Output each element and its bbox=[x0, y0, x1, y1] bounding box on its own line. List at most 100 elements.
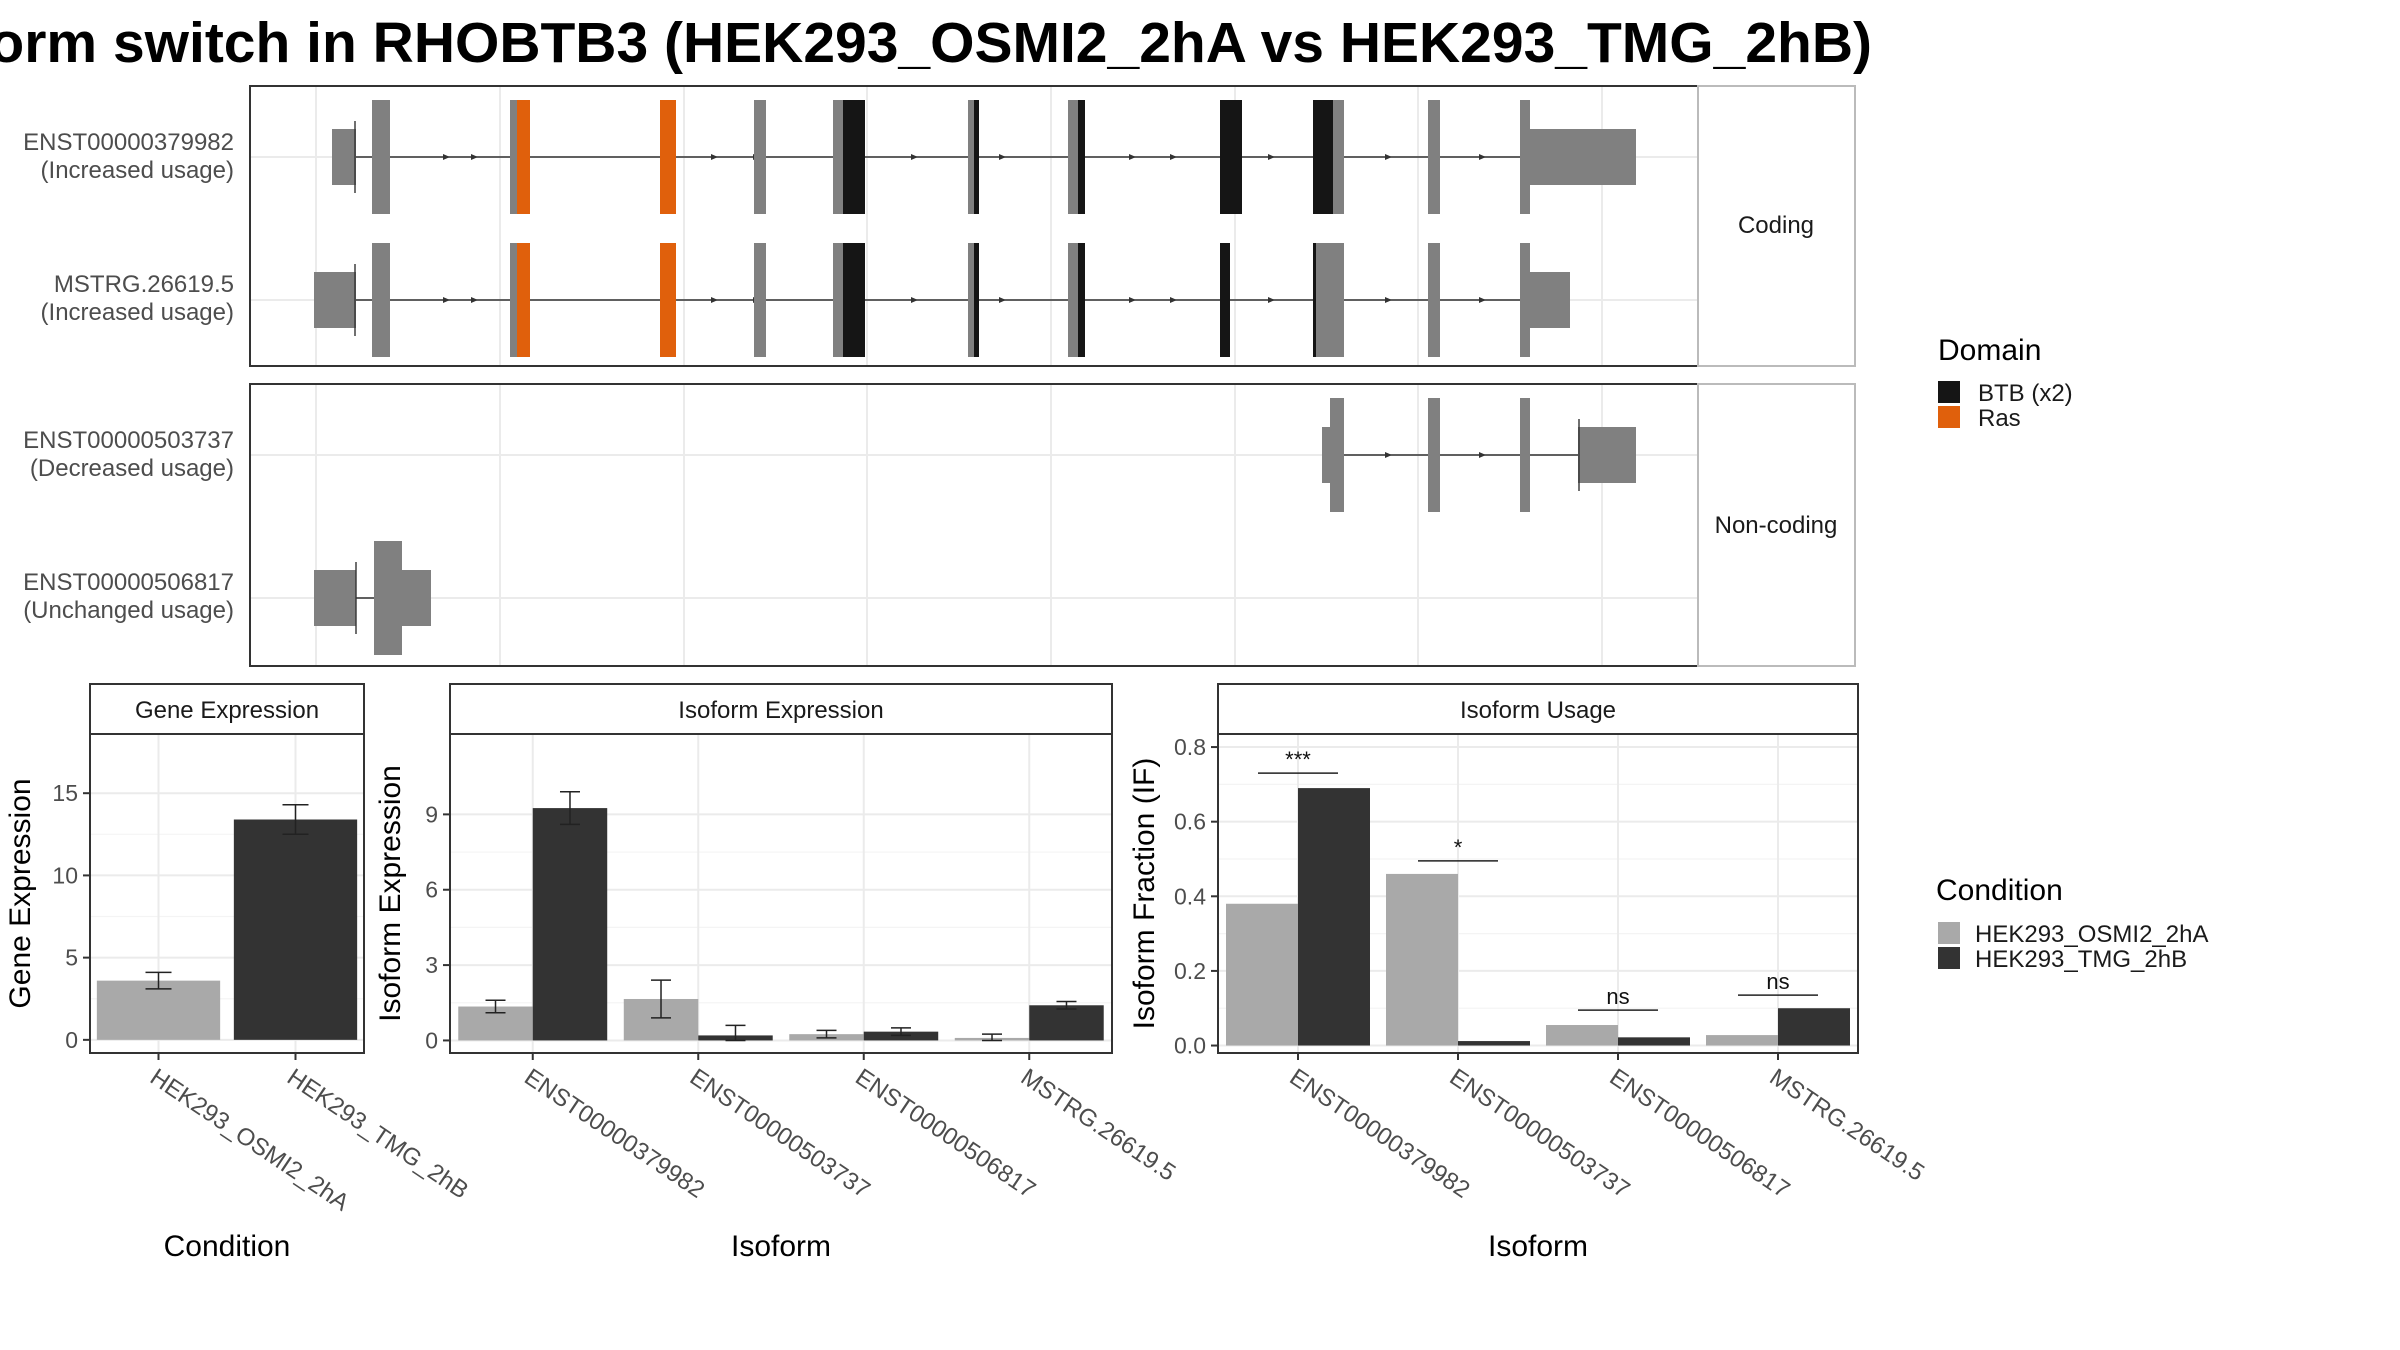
plot-title: Isoform switch in RHOBTB3 (HEK293_OSMI2_… bbox=[0, 8, 1872, 78]
bar bbox=[1226, 903, 1298, 1046]
intron-arrow bbox=[911, 297, 918, 303]
domain-legend-title: Domain bbox=[1938, 334, 2041, 367]
x-tick-label: ENST00000379982 bbox=[519, 1064, 709, 1204]
x-tick-label: MSTRG.26619.5 bbox=[1765, 1064, 1929, 1187]
transcript-label: ENST00000379982 bbox=[23, 129, 234, 156]
x-axis-label: Condition bbox=[164, 1230, 291, 1263]
plot-title-text: Isoform switch in RHOBTB3 (HEK293_OSMI2_… bbox=[0, 11, 1872, 75]
intron-arrow bbox=[443, 154, 450, 160]
bar-chart-panel: Isoform Expression 0 3 6 9 Isoform Expression… bbox=[374, 683, 1180, 1263]
exon bbox=[833, 100, 843, 214]
bar bbox=[1458, 1041, 1530, 1046]
significance-label: ns bbox=[1766, 969, 1789, 994]
facet-label-coding: Coding bbox=[1738, 212, 1814, 239]
ras-domain bbox=[660, 243, 676, 357]
exon bbox=[1068, 100, 1078, 214]
facet-strip-coding bbox=[1697, 85, 1856, 367]
btb-domain bbox=[974, 100, 979, 214]
exon bbox=[1520, 398, 1530, 512]
domain-legend: Domain BTB (x2) Ras bbox=[1938, 334, 2073, 432]
transcript-label: ENST00000506817 bbox=[23, 569, 234, 596]
significance-label: * bbox=[1454, 835, 1463, 860]
transcript-usage-label: (Unchanged usage) bbox=[23, 597, 234, 624]
exon bbox=[754, 243, 766, 357]
intron-arrow bbox=[471, 297, 478, 303]
ras-domain bbox=[517, 243, 530, 357]
y-tick-label: 10 bbox=[52, 862, 78, 888]
transcript-label: ENST00000503737 bbox=[23, 427, 234, 454]
btb-domain bbox=[1220, 243, 1230, 357]
x-tick-label: ENST00000503737 bbox=[685, 1064, 875, 1204]
facet-strip bbox=[89, 683, 365, 735]
intron-arrow bbox=[1170, 297, 1177, 303]
condition-legend-title: Condition bbox=[1936, 874, 2063, 907]
y-tick-label: 0.0 bbox=[1174, 1033, 1206, 1059]
btb-domain bbox=[843, 243, 865, 357]
facet-strip-label: Isoform Expression bbox=[678, 697, 883, 724]
transcript-label: MSTRG.26619.5 bbox=[54, 271, 234, 298]
exon bbox=[1520, 243, 1530, 357]
domain-legend-key-btb bbox=[1938, 381, 1960, 403]
y-tick-label: 6 bbox=[425, 877, 438, 903]
domain-legend-label-ras: Ras bbox=[1978, 405, 2021, 432]
facet-strip-label: Isoform Usage bbox=[1460, 697, 1616, 724]
y-tick-label: 0.2 bbox=[1174, 958, 1206, 984]
condition-legend-label-a: HEK293_OSMI2_2hA bbox=[1975, 921, 2208, 948]
transcript-track bbox=[1322, 398, 1636, 512]
exon bbox=[510, 100, 517, 214]
intron-arrow bbox=[471, 154, 478, 160]
significance-label: ns bbox=[1606, 984, 1629, 1009]
ras-domain bbox=[517, 100, 530, 214]
exon bbox=[754, 100, 766, 214]
intron-arrow bbox=[1479, 154, 1486, 160]
btb-domain bbox=[1220, 100, 1242, 214]
y-axis-label: Isoform Fraction (IF) bbox=[1128, 758, 1161, 1030]
y-tick-label: 0 bbox=[425, 1027, 438, 1053]
exon bbox=[1520, 100, 1530, 214]
structure-panel-noncoding bbox=[249, 383, 1699, 667]
ras-domain bbox=[660, 100, 676, 214]
exon bbox=[332, 129, 356, 185]
error-bar bbox=[559, 791, 580, 826]
exon bbox=[1322, 427, 1330, 483]
transcript-structure-plot: Coding Non-coding ENST00000379982 (Incre… bbox=[23, 85, 2073, 667]
error-bar bbox=[651, 979, 672, 1019]
exon bbox=[314, 272, 356, 328]
y-tick-label: 9 bbox=[425, 801, 438, 827]
intron-arrow bbox=[1268, 154, 1275, 160]
exon bbox=[1333, 100, 1344, 214]
y-axis-label: Isoform Expression bbox=[374, 765, 407, 1022]
error-bar bbox=[725, 1024, 746, 1042]
facet-strip-noncoding bbox=[1697, 383, 1856, 667]
intron-arrow bbox=[1385, 452, 1392, 458]
condition-legend-key-b bbox=[1938, 947, 1960, 969]
exon bbox=[1428, 398, 1440, 512]
error-bar bbox=[1056, 1000, 1077, 1010]
intron-arrow bbox=[1385, 154, 1392, 160]
domain-legend-key-ras bbox=[1938, 406, 1960, 428]
facet-strip bbox=[449, 683, 1113, 735]
bar bbox=[1029, 1005, 1104, 1041]
intron-arrow bbox=[1385, 297, 1392, 303]
bar bbox=[96, 980, 221, 1040]
exon bbox=[833, 243, 843, 357]
transcript-usage-label: (Increased usage) bbox=[41, 157, 234, 184]
exon bbox=[374, 541, 402, 655]
x-axis-label: Isoform bbox=[1488, 1230, 1588, 1263]
exon bbox=[968, 100, 974, 214]
x-tick-label: ENST00000506817 bbox=[850, 1064, 1040, 1204]
transcript-track bbox=[314, 541, 431, 655]
intron-arrow bbox=[1129, 154, 1136, 160]
btb-domain bbox=[843, 100, 865, 214]
exon bbox=[372, 243, 390, 357]
exon bbox=[402, 570, 431, 626]
error-bar bbox=[282, 803, 309, 836]
intron-arrow bbox=[443, 297, 450, 303]
btb-domain bbox=[974, 243, 979, 357]
transcript-usage-label: (Decreased usage) bbox=[30, 455, 234, 482]
bar bbox=[1298, 788, 1370, 1046]
domain-legend-label-btb: BTB (x2) bbox=[1978, 380, 2073, 407]
exon bbox=[968, 243, 974, 357]
